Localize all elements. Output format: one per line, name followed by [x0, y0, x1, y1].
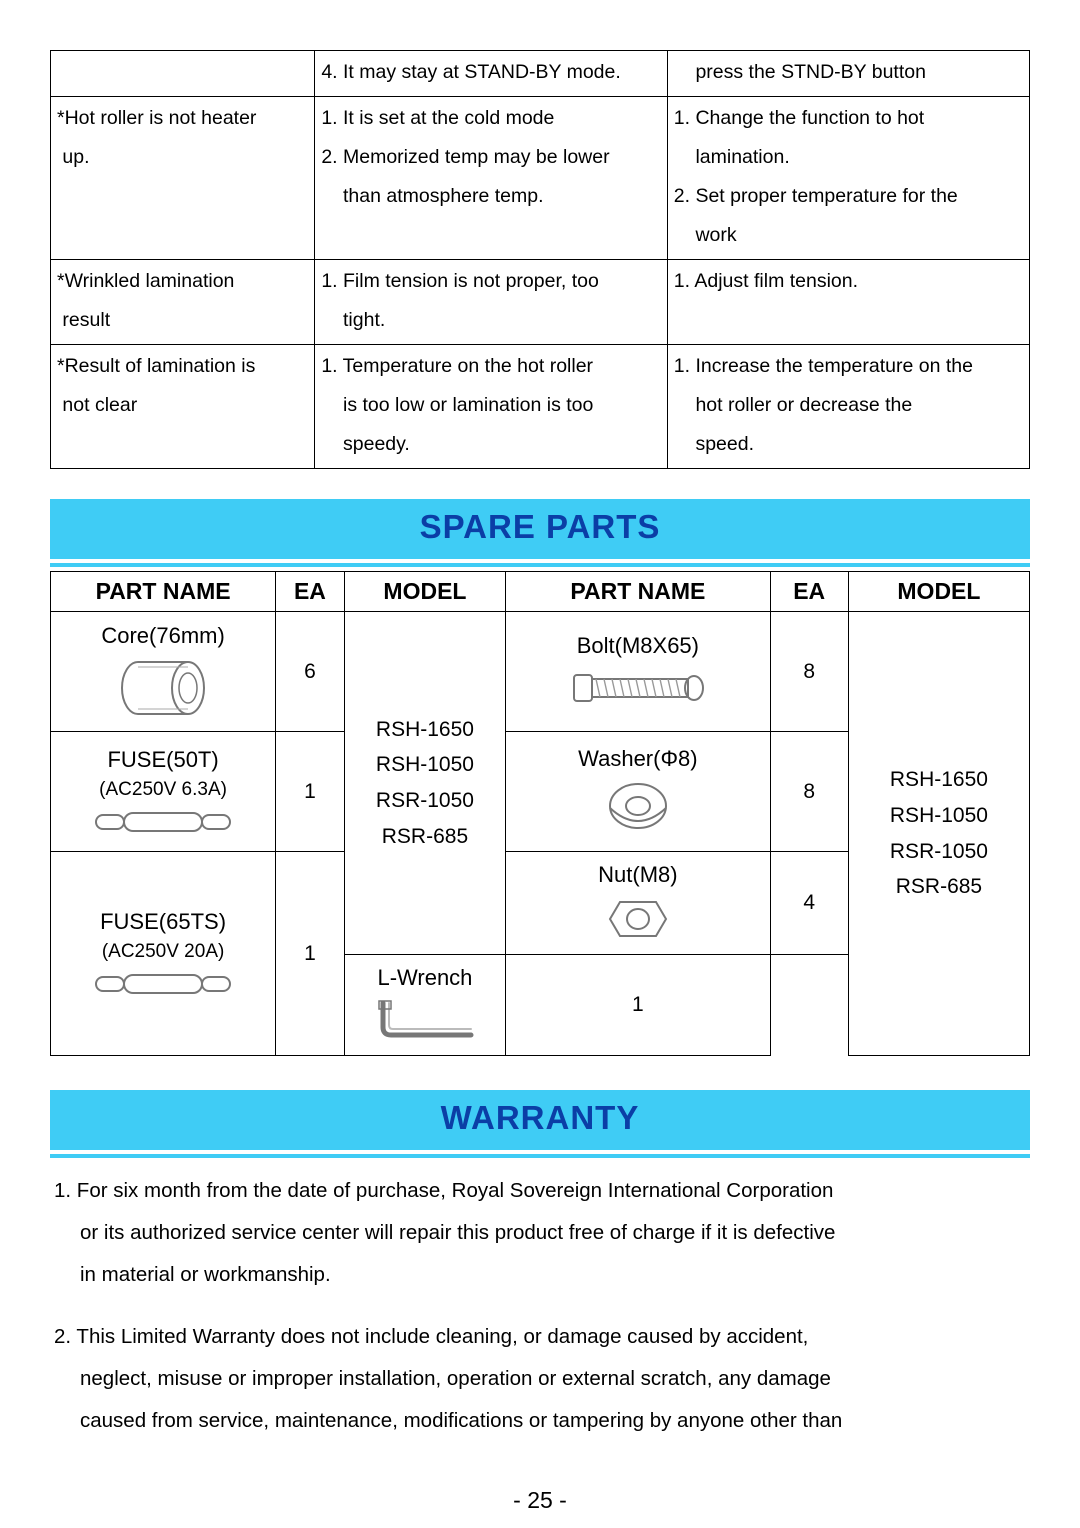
troubleshoot-cell: 1. Increase the temperature on the hot r…: [667, 345, 1029, 469]
part-cell-nut: Nut(M8): [506, 852, 770, 955]
model-cell-right: RSH-1650 RSH-1050 RSR-1050 RSR-685: [848, 612, 1029, 1056]
fuse-icon: [88, 807, 238, 837]
page-number: - 25 -: [0, 1487, 1080, 1514]
warranty-item: 2. This Limited Warranty does not includ…: [54, 1316, 1026, 1442]
troubleshoot-cell: press the STND-BY button: [667, 51, 1029, 97]
troubleshoot-cell: *Result of lamination is not clear: [51, 345, 315, 469]
spare-parts-table: PART NAMEEAMODELPART NAMEEAMODEL Core(76…: [50, 571, 1030, 1056]
part-cell-fuse50t: FUSE(50T)(AC250V 6.3A): [51, 732, 276, 852]
spare-parts-header-cell: PART NAME: [506, 572, 770, 612]
spare-parts-header-cell: MODEL: [344, 572, 506, 612]
spare-parts-header-cell: EA: [276, 572, 345, 612]
spare-parts-section-header: SPARE PARTS: [50, 499, 1030, 559]
spare-parts-header-cell: MODEL: [848, 572, 1029, 612]
bolt-icon: [568, 665, 708, 711]
troubleshoot-cell: 1. It is set at the cold mode 2. Memoriz…: [315, 97, 667, 260]
troubleshoot-cell: [51, 51, 315, 97]
model-cell-left: RSH-1650 RSH-1050 RSR-1050 RSR-685: [344, 612, 506, 955]
troubleshoot-cell: 1. Temperature on the hot roller is too …: [315, 345, 667, 469]
washer-icon: [602, 778, 674, 838]
troubleshoot-table: 4. It may stay at STAND-BY mode. press t…: [50, 50, 1030, 469]
section-separator: [50, 1154, 1030, 1158]
spare-parts-header-cell: PART NAME: [51, 572, 276, 612]
part-cell-core: Core(76mm): [51, 612, 276, 732]
troubleshoot-cell: 1. Adjust film tension.: [667, 260, 1029, 345]
section-separator: [50, 563, 1030, 567]
warranty-title: WARRANTY: [50, 1099, 1030, 1137]
part-cell-bolt: Bolt(M8X65): [506, 612, 770, 732]
spare-parts-title: SPARE PARTS: [50, 508, 1030, 546]
ea-cell: 1: [506, 955, 770, 1056]
warranty-section-header: WARRANTY: [50, 1090, 1030, 1150]
ea-cell: 1: [276, 852, 345, 1056]
nut-icon: [606, 894, 670, 944]
troubleshoot-cell: 4. It may stay at STAND-BY mode.: [315, 51, 667, 97]
part-cell-lwrench: L-Wrench: [344, 955, 506, 1056]
troubleshoot-cell: 1. Change the function to hot lamination…: [667, 97, 1029, 260]
ea-cell: 4: [770, 852, 848, 955]
spare-parts-header-cell: EA: [770, 572, 848, 612]
ea-cell: 8: [770, 732, 848, 852]
core-icon: [118, 655, 208, 721]
part-cell-washer: Washer(Φ8): [506, 732, 770, 852]
warranty-item: 1. For six month from the date of purcha…: [54, 1170, 1026, 1296]
troubleshoot-cell: 1. Film tension is not proper, too tight…: [315, 260, 667, 345]
ea-cell: 6: [276, 612, 345, 732]
fuse-icon: [88, 969, 238, 999]
ea-cell: 8: [770, 612, 848, 732]
troubleshoot-cell: *Wrinkled lamination result: [51, 260, 315, 345]
l-wrench-icon: [365, 997, 485, 1045]
warranty-text: 1. For six month from the date of purcha…: [50, 1162, 1030, 1442]
part-cell-fuse65ts: FUSE(65TS)(AC250V 20A): [51, 852, 276, 1056]
ea-cell: 1: [276, 732, 345, 852]
troubleshoot-cell: *Hot roller is not heater up.: [51, 97, 315, 260]
